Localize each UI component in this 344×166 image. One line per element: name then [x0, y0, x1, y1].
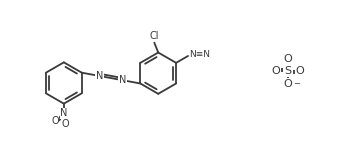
Text: O: O — [61, 119, 69, 129]
Text: N: N — [60, 109, 67, 119]
Text: O: O — [272, 66, 281, 76]
Text: O: O — [284, 54, 292, 64]
Text: −: − — [293, 80, 300, 88]
Text: S: S — [284, 66, 292, 76]
Text: O: O — [51, 116, 59, 126]
Text: N: N — [119, 75, 127, 85]
Text: O: O — [284, 79, 292, 89]
Text: N: N — [96, 71, 103, 81]
Text: Cl: Cl — [150, 31, 159, 41]
Text: O: O — [295, 66, 304, 76]
Text: N≡N: N≡N — [189, 50, 210, 59]
